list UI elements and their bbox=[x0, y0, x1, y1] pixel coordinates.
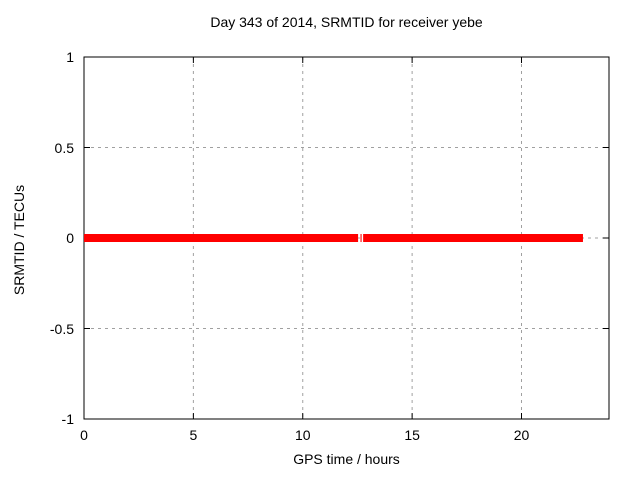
y-tick-label: 0 bbox=[66, 230, 74, 246]
y-tick-label: -1 bbox=[61, 411, 74, 427]
x-tick-label: 5 bbox=[189, 427, 198, 443]
x-axis-label: GPS time / hours bbox=[293, 451, 400, 467]
x-tick-label: 0 bbox=[80, 427, 88, 443]
x-tick-label: 15 bbox=[404, 427, 420, 443]
x-tick-label: 10 bbox=[294, 427, 311, 443]
y-tick-label: 0.5 bbox=[54, 139, 74, 156]
chart-title: Day 343 of 2014, SRMTID for receiver yeb… bbox=[210, 14, 483, 30]
y-tick-label: -0.5 bbox=[49, 320, 74, 337]
y-tick-label: 1 bbox=[66, 49, 74, 65]
x-tick-label: 20 bbox=[513, 427, 530, 443]
